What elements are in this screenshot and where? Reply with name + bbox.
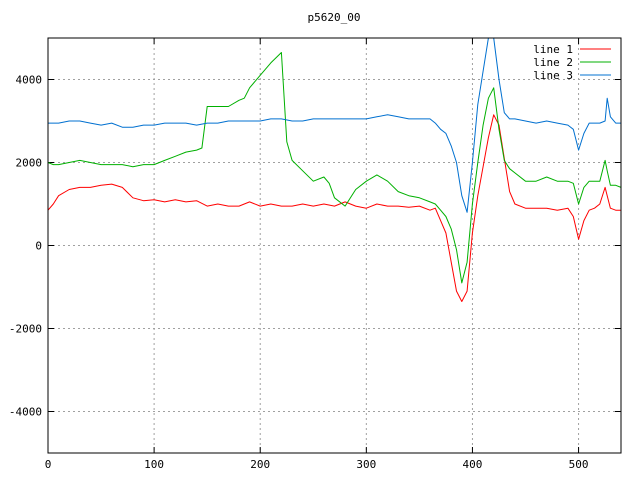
x-tick-label: 200	[250, 458, 270, 471]
y-tick-label: -2000	[9, 323, 42, 336]
chart-title: p5620_00	[308, 11, 361, 24]
series-line-3	[48, 37, 621, 213]
legend-label: line 2	[533, 56, 573, 69]
y-axis-ticks: -4000 -2000 0 2000 4000	[9, 74, 621, 419]
x-tick-label: 100	[144, 458, 164, 471]
y-tick-label: 2000	[16, 157, 43, 170]
y-tick-label: 4000	[16, 74, 43, 87]
plot-series	[47, 37, 622, 302]
x-tick-label: 400	[463, 458, 483, 471]
plot-frame	[47, 37, 622, 454]
series-line-1	[47, 114, 621, 302]
series-line-2	[47, 52, 622, 284]
x-tick-label: 0	[45, 458, 52, 471]
x-tick-label: 300	[356, 458, 376, 471]
legend-label: line 3	[533, 69, 573, 82]
x-axis-ticks: 0 100 200 300 400 500	[45, 38, 589, 471]
legend-label: line 1	[533, 43, 573, 56]
grid	[48, 38, 621, 453]
y-tick-label: 0	[35, 240, 42, 253]
y-tick-label: -4000	[9, 406, 42, 419]
x-tick-label: 500	[569, 458, 589, 471]
